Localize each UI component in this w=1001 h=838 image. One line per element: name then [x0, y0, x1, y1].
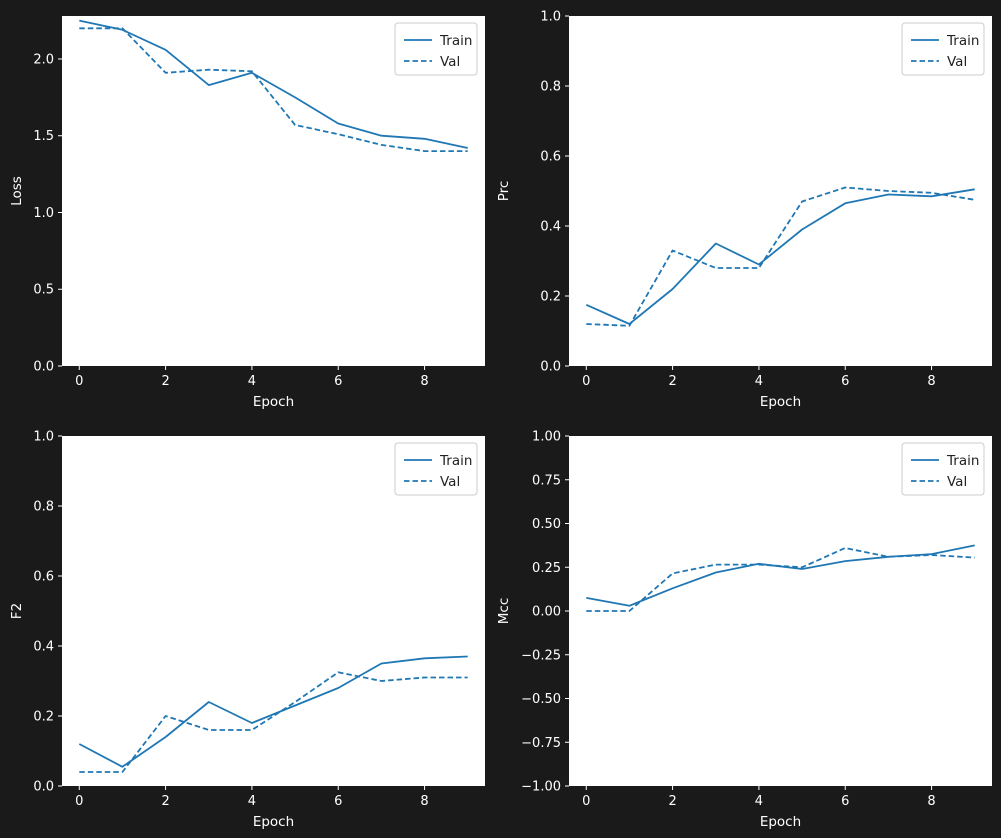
- y-tick-label: 0.2: [33, 710, 54, 725]
- legend-label-train: Train: [946, 453, 979, 469]
- legend-box: [394, 22, 478, 76]
- x-axis-label: Epoch: [760, 394, 801, 410]
- legend-label-train: Train: [439, 33, 472, 49]
- y-tick-label: 1.0: [540, 10, 561, 25]
- legend-box: [394, 442, 478, 496]
- x-axis-label: Epoch: [253, 814, 294, 830]
- x-tick-label: 2: [668, 794, 676, 809]
- legend: Train Val: [901, 442, 985, 496]
- y-tick-label: 0.4: [33, 640, 54, 655]
- y-tick-label: 0.00: [532, 605, 561, 620]
- legend-box: [901, 442, 985, 496]
- y-tick-label: 0.0: [540, 360, 561, 375]
- series-line-val: [79, 671, 468, 773]
- y-tick-label: 1.0: [33, 430, 54, 445]
- legend-label-train: Train: [439, 453, 472, 469]
- series-line-train: [78, 655, 468, 768]
- y-tick-label: 0.75: [532, 473, 561, 488]
- y-tick-label: 0.4: [540, 220, 561, 235]
- legend-label-train: Train: [946, 33, 979, 49]
- series-line-val: [79, 27, 468, 153]
- y-tick-label: 1.00: [532, 430, 561, 445]
- x-tick-label: 8: [420, 794, 428, 809]
- series-line-val: [586, 186, 975, 327]
- x-tick-label: 4: [755, 794, 763, 809]
- legend-label-val: Val: [440, 474, 460, 490]
- x-tick-label: 6: [334, 794, 342, 809]
- x-tick-label: 0: [582, 794, 590, 809]
- x-tick-label: 8: [927, 374, 935, 389]
- x-tick-label: 6: [841, 374, 849, 389]
- legend-label-val: Val: [440, 54, 460, 70]
- y-tick-label: 0.2: [540, 290, 561, 305]
- legend: Train Val: [394, 442, 478, 496]
- legend: Train Val: [901, 22, 985, 76]
- x-tick-label: 8: [927, 794, 935, 809]
- series-line-val: [586, 547, 975, 612]
- chart-panel-loss: 0 2 4 6 8 0.0 0.5 1.0 1.5 2.0 Epoch Loss Train Val: [9, 16, 485, 410]
- x-tick-label: 4: [755, 374, 763, 389]
- y-axis-label: Prc: [496, 181, 512, 202]
- y-tick-label: 0.0: [33, 360, 54, 375]
- y-axis-label: Loss: [9, 176, 25, 206]
- x-tick-label: 6: [334, 374, 342, 389]
- x-tick-label: 2: [161, 794, 169, 809]
- legend: Train Val: [394, 22, 478, 76]
- y-tick-label: 0.6: [540, 150, 561, 165]
- y-tick-label: 0.0: [33, 780, 54, 795]
- y-tick-label: −0.50: [521, 692, 561, 707]
- y-tick-label: −0.25: [521, 648, 561, 663]
- y-tick-label: −0.75: [521, 736, 561, 751]
- y-axis-label: Mcc: [496, 598, 512, 625]
- y-tick-label: 0.8: [33, 500, 54, 515]
- series-line-train: [79, 19, 468, 149]
- y-axis-label: F2: [9, 603, 25, 619]
- x-tick-label: 2: [161, 374, 169, 389]
- y-tick-label: −1.00: [521, 780, 561, 795]
- y-tick-label: 0.6: [33, 570, 54, 585]
- y-tick-label: 2.0: [33, 52, 54, 67]
- series-line-train: [585, 188, 975, 325]
- x-tick-label: 6: [841, 794, 849, 809]
- x-tick-label: 4: [248, 374, 256, 389]
- legend-box: [901, 22, 985, 76]
- chart-panel-prc: 0 2 4 6 8 0.0 0.2 0.4 0.6 0.8 1.0 Epoch Prc Train Val: [496, 10, 992, 410]
- chart-panel-mcc: 0 2 4 6 8 −1.00 −0.75 −0.50 −0.25 0.00 0.25 0.50 0.7…: [496, 430, 992, 830]
- x-axis-label: Epoch: [760, 814, 801, 830]
- x-tick-label: 0: [75, 794, 83, 809]
- y-tick-label: 0.50: [532, 517, 561, 532]
- y-tick-label: 0.25: [532, 561, 561, 576]
- x-tick-label: 0: [75, 374, 83, 389]
- y-tick-label: 1.0: [33, 206, 54, 221]
- chart-panel-f2: 0 2 4 6 8 0.0 0.2 0.4 0.6 0.8 1.0 Epoch F2 Train Val: [9, 430, 485, 830]
- legend-label-val: Val: [947, 54, 967, 70]
- x-tick-label: 8: [420, 374, 428, 389]
- x-axis-label: Epoch: [253, 394, 294, 410]
- x-tick-label: 0: [582, 374, 590, 389]
- x-tick-label: 4: [248, 794, 256, 809]
- x-tick-label: 2: [668, 374, 676, 389]
- y-tick-label: 0.5: [33, 283, 54, 298]
- legend-label-val: Val: [947, 474, 967, 490]
- y-tick-label: 1.5: [33, 129, 54, 144]
- y-tick-label: 0.8: [540, 80, 561, 95]
